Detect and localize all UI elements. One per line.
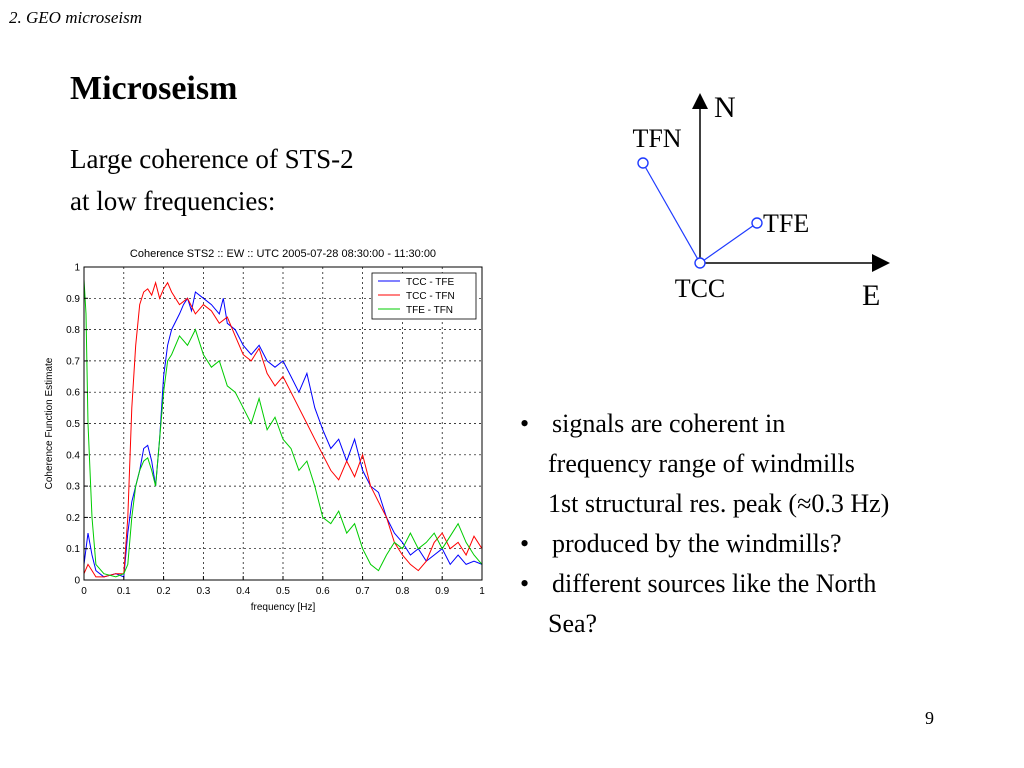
y-tick-label: 0.1 [66,544,80,555]
y-tick-label: 0 [74,576,80,587]
bullet-text: produced by the windmills? [552,529,842,558]
y-tick-label: 0.5 [66,419,80,430]
y-tick-label: 0.7 [66,356,80,367]
bullet-item: • different sources like the North [520,564,889,604]
x-tick-label: 0.9 [435,586,449,597]
subtitle-line: Large coherence of STS-2 [70,144,354,174]
station-marker [751,217,763,229]
series-line [83,279,483,578]
x-tick-label: 0.1 [117,586,131,597]
y-tick-label: 0.3 [66,482,80,493]
bullet-continuation: 1st structural res. peak (≈0.3 Hz) [548,489,890,518]
x-tick-label: 0.3 [196,586,210,597]
east-arrow-icon [872,254,890,272]
bullet-continuation: frequency range of windmills [548,449,855,478]
x-tick-label: 0.6 [316,586,330,597]
y-tick-label: 0.6 [66,388,80,399]
bullet-dot-icon: • [520,569,530,598]
bullet-text: signals are coherent in [552,409,786,438]
coherence-chart: Coherence STS2 :: EW :: UTC 2005-07-28 0… [44,248,485,613]
bullet-list: • signals are coherent in frequency range… [520,404,889,644]
series-line [83,291,483,578]
slide-title: Microseism [70,70,238,107]
station-label: TFN [632,124,681,153]
x-tick-label: 0.4 [236,586,250,597]
bullet-continuation: Sea? [548,609,598,638]
station-marker [637,157,649,169]
x-tick-label: 1 [479,586,485,597]
bullet-item: • signals are coherent in [520,404,889,444]
station-layout-diagram: N E TFN TFE TCC [632,91,890,312]
legend-label: TCC - TFE [406,277,454,288]
x-tick-label: 0.2 [157,586,171,597]
x-tick-label: 0 [81,586,87,597]
bullet-item: • produced by the windmills? [520,524,889,564]
bullet-dot-icon: • [520,529,530,558]
east-label: E [862,279,880,312]
y-tick-label: 0.8 [66,325,80,336]
station-label: TFE [763,209,809,238]
bullet-dot-icon: • [520,409,530,438]
page-number: 9 [925,708,934,728]
station-label: TCC [675,274,726,303]
x-axis-label: frequency [Hz] [251,602,316,613]
y-axis-label: Coherence Function Estimate [44,357,55,489]
station-marker [694,257,706,269]
north-arrow-icon [692,93,708,109]
bullet-text: different sources like the North [552,569,877,598]
station-link [642,162,701,264]
x-tick-label: 0.7 [356,586,370,597]
slide-subtitle: Large coherence of STS-2 at low frequenc… [70,138,450,222]
chart-title: Coherence STS2 :: EW :: UTC 2005-07-28 0… [130,248,436,260]
station-link [699,222,758,264]
legend-label: TCC - TFN [406,291,455,302]
y-tick-label: 1 [74,263,80,274]
x-tick-label: 0.8 [395,586,409,597]
x-tick-label: 0.5 [276,586,290,597]
north-label: N [714,91,736,124]
legend-label: TFE - TFN [406,305,453,316]
y-tick-label: 0.9 [66,294,80,305]
y-tick-label: 0.2 [66,513,80,524]
section-header: 2. GEO microseism [9,8,142,27]
y-tick-label: 0.4 [66,450,80,461]
subtitle-line: at low frequencies: [70,186,276,216]
series-line [83,280,483,578]
